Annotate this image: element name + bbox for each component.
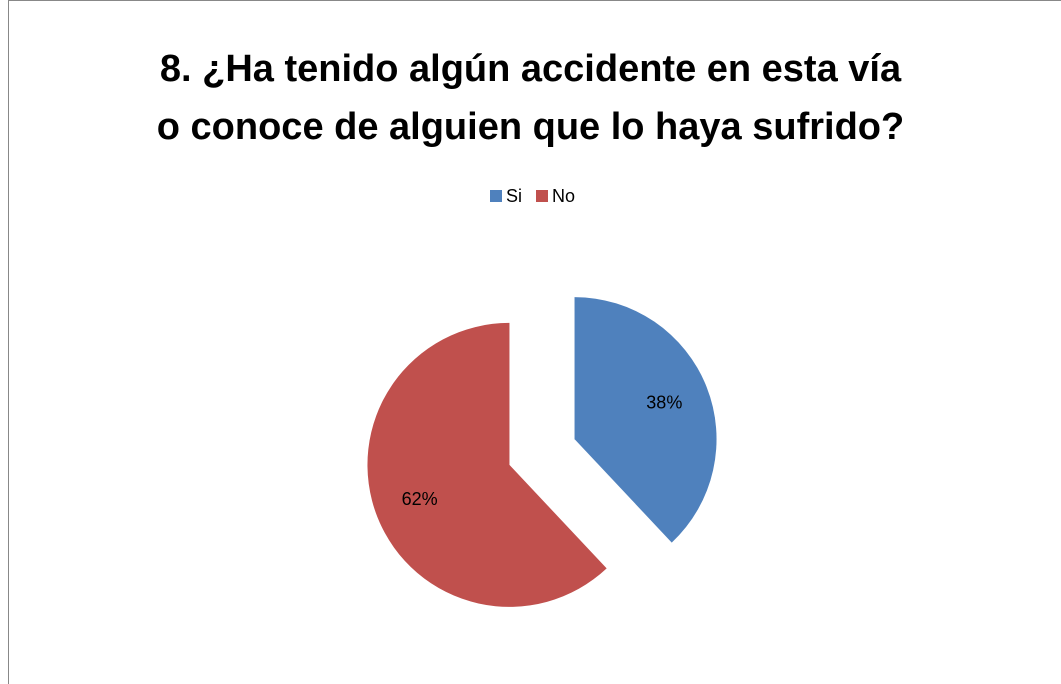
pie-slice	[574, 297, 717, 543]
chart-title: 8. ¿Ha tenido algún accidente en esta ví…	[156, 48, 905, 148]
pie-slice	[367, 322, 607, 607]
chart-frame	[8, 0, 1061, 684]
data-label: 38%	[646, 392, 682, 412]
legend-label: Si	[506, 186, 522, 206]
legend-label: No	[552, 186, 575, 206]
legend-swatch	[490, 190, 502, 202]
legend-swatch	[536, 190, 548, 202]
data-label: 62%	[402, 489, 438, 509]
